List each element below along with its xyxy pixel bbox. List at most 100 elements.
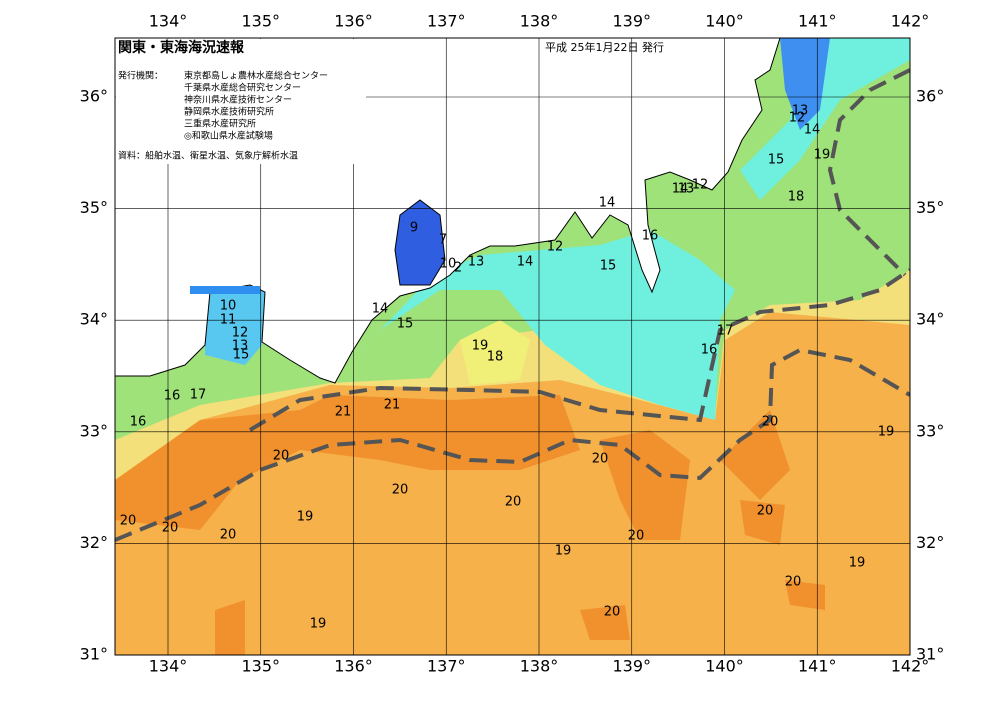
contour-label: 15 [233, 348, 250, 363]
lon-label-top: 139° [612, 12, 651, 31]
contour-label: 14 [372, 302, 389, 317]
lon-label-bottom: 137° [427, 657, 466, 676]
kuroshio-edge [248, 268, 910, 432]
lon-label-bottom: 142° [891, 657, 930, 676]
agencies-label: 発行機関： [118, 70, 163, 82]
lat-label-right: 36° [916, 87, 944, 106]
contour-label: 13 [468, 255, 485, 270]
contour-label: 18 [487, 350, 504, 365]
lat-label-left: 32° [80, 533, 108, 552]
contour-label: 19 [472, 339, 489, 354]
contour-label: 20 [628, 529, 645, 544]
contour-label: 20 [392, 483, 409, 498]
warm-intrusion [460, 320, 530, 385]
contour-label: 16 [642, 229, 659, 244]
contour-label: 14 [672, 182, 689, 197]
contour-label: 18 [788, 190, 805, 205]
lon-label-bottom: 140° [705, 657, 744, 676]
channel-water [205, 290, 265, 365]
warm-eddy-edge [827, 68, 910, 277]
contour-label: 2 [454, 261, 462, 276]
warm-patches [215, 410, 825, 655]
contour-label: 19 [878, 425, 895, 440]
lat-label-left: 34° [80, 310, 108, 329]
agency: 千葉県水産総合研究センター [184, 82, 301, 94]
lon-label-bottom: 135° [241, 657, 280, 676]
contour-label: 20 [120, 514, 137, 529]
contour-label: 21 [384, 398, 401, 413]
source: 資料：船舶水温、衛星水温、気象庁解析水温 [118, 150, 298, 162]
contour-label: 15 [397, 317, 414, 332]
contour-label: 20 [757, 504, 774, 519]
lon-label-bottom: 141° [798, 657, 837, 676]
contour-label: 21 [335, 405, 352, 420]
lat-label-left: 31° [80, 645, 108, 664]
contour-label: 9 [410, 221, 418, 236]
lat-label-right: 35° [916, 198, 944, 217]
lat-label-right: 33° [916, 421, 944, 440]
contour-label: 16 [701, 343, 718, 358]
agency: 神奈川県水産技術センター [184, 94, 292, 106]
contour-label: 13 [232, 339, 249, 354]
graticule [115, 38, 910, 655]
contour-label: 12 [692, 178, 709, 193]
contour-label: 19 [310, 617, 327, 632]
contour-label: 12 [232, 326, 249, 341]
contour-label: 11 [220, 313, 237, 328]
title: 関東・東海海況速報 [118, 39, 245, 56]
contour-label: 13 [678, 182, 695, 197]
contour-label: 20 [220, 528, 237, 543]
contour-label: 20 [505, 495, 522, 510]
contour-label: 16 [130, 415, 147, 430]
contour-label: 17 [717, 324, 734, 339]
contour-label: 10 [220, 299, 237, 314]
lon-label-top: 134° [149, 12, 188, 31]
contour-label: 15 [600, 259, 617, 274]
contour-label: 19 [814, 148, 831, 163]
contour-label: 20 [273, 449, 290, 464]
lon-label-top: 135° [241, 12, 280, 31]
lon-label-top: 137° [427, 12, 466, 31]
contour-label: 14 [517, 255, 534, 270]
contour-label: 16 [164, 389, 181, 404]
lon-label-top: 138° [520, 12, 559, 31]
agency: 三重県水産研究所 [184, 118, 256, 130]
cold-water-north [740, 38, 910, 200]
contour-label: 19 [555, 544, 572, 559]
contour-label: 17 [190, 388, 207, 403]
lat-label-left: 36° [80, 87, 108, 106]
agency: 静岡県水産技術研究所 [184, 106, 274, 118]
strait [190, 286, 260, 294]
lon-label-top: 142° [891, 12, 930, 31]
lon-label-bottom: 138° [520, 657, 559, 676]
contour-label: 20 [785, 575, 802, 590]
lat-label-left: 35° [80, 198, 108, 217]
agency: ◎和歌山県水産試験場 [184, 130, 273, 142]
lat-label-right: 32° [916, 533, 944, 552]
info-box [116, 39, 366, 164]
agency: 東京都島しょ農林水産総合センター [184, 70, 328, 82]
contour-label: 13 [792, 104, 809, 119]
lon-label-top: 140° [705, 12, 744, 31]
lat-label-left: 33° [80, 421, 108, 440]
lon-label-bottom: 136° [334, 657, 373, 676]
contour-label: 20 [762, 415, 779, 430]
contour-label: 14 [804, 123, 821, 138]
contour-label: 20 [162, 521, 179, 536]
contour-label: 7 [439, 233, 447, 248]
lat-label-right: 31° [916, 645, 944, 664]
lon-label-top: 136° [334, 12, 373, 31]
issue-date: 平成 25年1月22日 発行 [545, 40, 664, 54]
contour-label: 12 [789, 111, 806, 126]
lat-label-right: 34° [916, 310, 944, 329]
contour-label: 20 [604, 605, 621, 620]
contour-label: 15 [768, 153, 785, 168]
lon-label-bottom: 134° [149, 657, 188, 676]
lon-label-top: 141° [798, 12, 837, 31]
contour-label: 10 [440, 257, 457, 272]
contour-label: 19 [297, 510, 314, 525]
contour-label: 12 [547, 240, 564, 255]
contour-label: 19 [849, 556, 866, 571]
